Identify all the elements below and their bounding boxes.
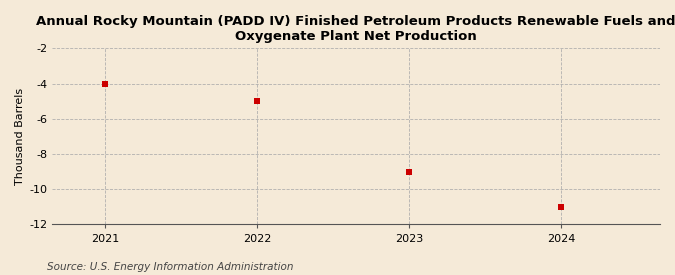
Y-axis label: Thousand Barrels: Thousand Barrels bbox=[15, 88, 25, 185]
Title: Annual Rocky Mountain (PADD IV) Finished Petroleum Products Renewable Fuels and
: Annual Rocky Mountain (PADD IV) Finished… bbox=[36, 15, 675, 43]
Text: Source: U.S. Energy Information Administration: Source: U.S. Energy Information Administ… bbox=[47, 262, 294, 272]
